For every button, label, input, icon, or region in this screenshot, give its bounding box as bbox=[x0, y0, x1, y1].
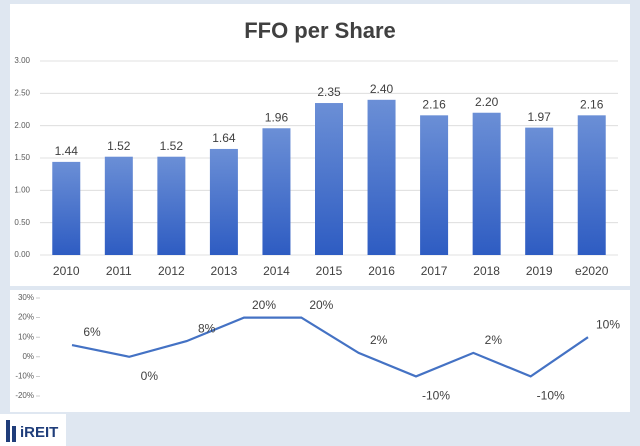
x-tick-label: 2014 bbox=[263, 264, 290, 278]
line-panel bbox=[10, 290, 630, 412]
bar bbox=[472, 112, 501, 255]
bar bbox=[262, 128, 291, 255]
x-tick-label: 2010 bbox=[53, 264, 80, 278]
x-tick-label: 2018 bbox=[473, 264, 500, 278]
data-label: 2.16 bbox=[422, 97, 446, 111]
logo-box bbox=[0, 414, 66, 446]
bar bbox=[104, 156, 133, 255]
data-label: 2.20 bbox=[475, 95, 499, 109]
bar bbox=[420, 115, 449, 255]
bar bbox=[157, 156, 186, 255]
logo-text: iREIT bbox=[20, 424, 58, 441]
bar bbox=[577, 115, 606, 255]
logo: iREIT bbox=[0, 414, 66, 446]
data-label: 10% bbox=[596, 317, 620, 331]
data-label: 6% bbox=[83, 325, 101, 339]
logo-icon bbox=[12, 426, 16, 442]
line bbox=[71, 316, 589, 378]
data-label: 0% bbox=[141, 369, 159, 383]
data-label: 1.44 bbox=[55, 144, 79, 158]
data-label: 2% bbox=[370, 333, 388, 347]
x-tick-label: 2016 bbox=[368, 264, 395, 278]
bar bbox=[525, 127, 554, 255]
y-tick-label: 0.00 bbox=[14, 250, 30, 259]
y-tick-label: -10% bbox=[15, 372, 34, 381]
data-label: -10% bbox=[422, 389, 450, 403]
bar bbox=[209, 148, 238, 255]
y-tick-label: 3.00 bbox=[14, 56, 30, 65]
y-tick-label: 2.00 bbox=[14, 121, 30, 130]
chart-title: FFO per Share bbox=[244, 18, 396, 43]
bar bbox=[52, 161, 81, 255]
y-tick-label: 1.50 bbox=[14, 153, 30, 162]
data-label: 20% bbox=[309, 298, 333, 312]
data-label: 1.64 bbox=[212, 131, 236, 145]
data-label: 20% bbox=[252, 298, 276, 312]
data-label: 1.52 bbox=[160, 139, 184, 153]
y-tick-label: 1.00 bbox=[14, 185, 30, 194]
data-label: 1.97 bbox=[528, 110, 552, 124]
data-label: 2.35 bbox=[317, 85, 341, 99]
x-tick-label: 2015 bbox=[316, 264, 343, 278]
y-tick-label: 0.50 bbox=[14, 218, 30, 227]
x-tick-label: 2017 bbox=[421, 264, 448, 278]
data-label: 1.52 bbox=[107, 139, 131, 153]
x-tick-label: 2013 bbox=[211, 264, 238, 278]
x-tick-label: e2020 bbox=[575, 264, 609, 278]
data-label: 2.16 bbox=[580, 97, 604, 111]
bar bbox=[315, 103, 343, 256]
y-tick-label: -20% bbox=[15, 391, 34, 400]
x-tick-label: 2012 bbox=[158, 264, 185, 278]
data-label: 1.96 bbox=[265, 110, 289, 124]
x-tick-label: 2011 bbox=[106, 264, 132, 278]
x-tick-label: 2019 bbox=[526, 264, 553, 278]
y-tick-label: 2.50 bbox=[14, 88, 30, 97]
y-tick-label: 30% bbox=[18, 293, 34, 302]
bar bbox=[367, 99, 396, 255]
data-label: -10% bbox=[537, 389, 565, 403]
data-label: 2% bbox=[485, 333, 503, 347]
data-label: 2.40 bbox=[370, 82, 394, 96]
logo-icon bbox=[6, 420, 10, 442]
data-label: 8% bbox=[198, 321, 216, 335]
y-tick-label: 0% bbox=[22, 352, 34, 361]
y-tick-label: 20% bbox=[18, 313, 34, 322]
y-tick-label: 10% bbox=[18, 332, 34, 341]
